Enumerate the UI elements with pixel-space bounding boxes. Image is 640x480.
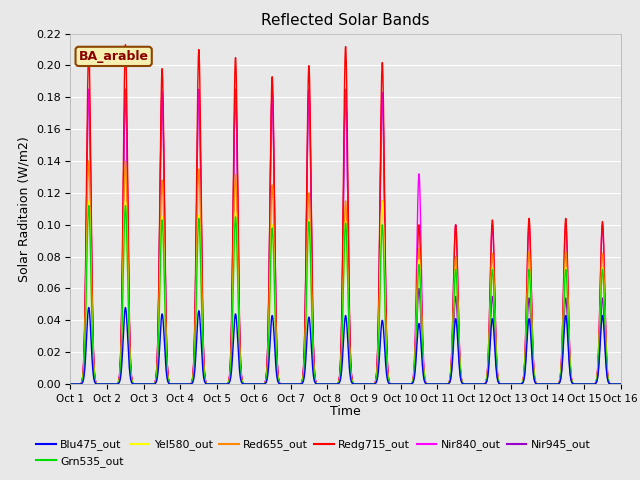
Nir945_out: [617, 381, 625, 387]
Redg715_out: [278, 381, 285, 387]
Line: Nir945_out: Nir945_out: [70, 89, 621, 384]
Blu475_out: [67, 381, 74, 387]
Blu475_out: [278, 381, 285, 387]
Red655_out: [129, 381, 137, 387]
Blu475_out: [85, 305, 93, 311]
Grn535_out: [85, 203, 93, 208]
Red655_out: [278, 381, 285, 387]
Red655_out: [301, 324, 309, 329]
Nir945_out: [547, 381, 555, 387]
Red655_out: [606, 381, 614, 387]
Nir945_out: [67, 381, 74, 387]
X-axis label: Time: Time: [330, 405, 361, 418]
Grn535_out: [67, 381, 74, 387]
Yel580_out: [129, 381, 137, 387]
Nir945_out: [85, 86, 93, 92]
Nir840_out: [85, 86, 93, 92]
Yel580_out: [162, 346, 170, 352]
Yel580_out: [547, 381, 555, 387]
Red655_out: [617, 381, 625, 387]
Redg715_out: [301, 285, 309, 291]
Yel580_out: [85, 198, 93, 204]
Red655_out: [162, 338, 170, 344]
Blu475_out: [547, 381, 555, 387]
Yel580_out: [606, 381, 614, 387]
Line: Red655_out: Red655_out: [70, 161, 621, 384]
Redg715_out: [606, 381, 614, 387]
Line: Blu475_out: Blu475_out: [70, 308, 621, 384]
Nir945_out: [278, 381, 285, 387]
Nir945_out: [606, 381, 614, 387]
Blu475_out: [162, 366, 170, 372]
Redg715_out: [67, 381, 74, 387]
Line: Grn535_out: Grn535_out: [70, 205, 621, 384]
Legend: Blu475_out, Grn535_out, Yel580_out, Red655_out, Redg715_out, Nir840_out, Nir945_: Blu475_out, Grn535_out, Yel580_out, Red6…: [32, 435, 595, 471]
Line: Redg715_out: Redg715_out: [70, 45, 621, 384]
Grn535_out: [617, 381, 625, 387]
Nir840_out: [278, 381, 285, 387]
Title: Reflected Solar Bands: Reflected Solar Bands: [261, 13, 430, 28]
Nir840_out: [67, 381, 74, 387]
Nir840_out: [301, 292, 309, 298]
Y-axis label: Solar Raditaion (W/m2): Solar Raditaion (W/m2): [17, 136, 30, 282]
Grn535_out: [162, 347, 170, 352]
Blu475_out: [301, 361, 309, 367]
Redg715_out: [129, 381, 137, 387]
Yel580_out: [301, 332, 309, 337]
Redg715_out: [547, 381, 555, 387]
Nir840_out: [617, 381, 625, 387]
Grn535_out: [547, 381, 555, 387]
Grn535_out: [278, 381, 285, 387]
Nir945_out: [301, 292, 309, 298]
Redg715_out: [162, 314, 170, 320]
Redg715_out: [617, 381, 625, 387]
Text: BA_arable: BA_arable: [79, 50, 148, 63]
Nir840_out: [547, 381, 555, 387]
Blu475_out: [129, 381, 137, 387]
Redg715_out: [122, 42, 129, 48]
Line: Nir840_out: Nir840_out: [70, 89, 621, 384]
Blu475_out: [617, 381, 625, 387]
Red655_out: [547, 381, 555, 387]
Nir840_out: [129, 381, 137, 387]
Red655_out: [85, 158, 93, 164]
Yel580_out: [67, 381, 74, 387]
Yel580_out: [278, 381, 285, 387]
Yel580_out: [617, 381, 625, 387]
Grn535_out: [129, 381, 137, 387]
Nir840_out: [606, 381, 614, 387]
Nir840_out: [162, 319, 170, 325]
Red655_out: [67, 381, 74, 387]
Nir945_out: [129, 381, 137, 387]
Blu475_out: [606, 381, 614, 387]
Grn535_out: [301, 332, 309, 338]
Grn535_out: [606, 381, 614, 387]
Line: Yel580_out: Yel580_out: [70, 201, 621, 384]
Nir945_out: [162, 319, 170, 325]
